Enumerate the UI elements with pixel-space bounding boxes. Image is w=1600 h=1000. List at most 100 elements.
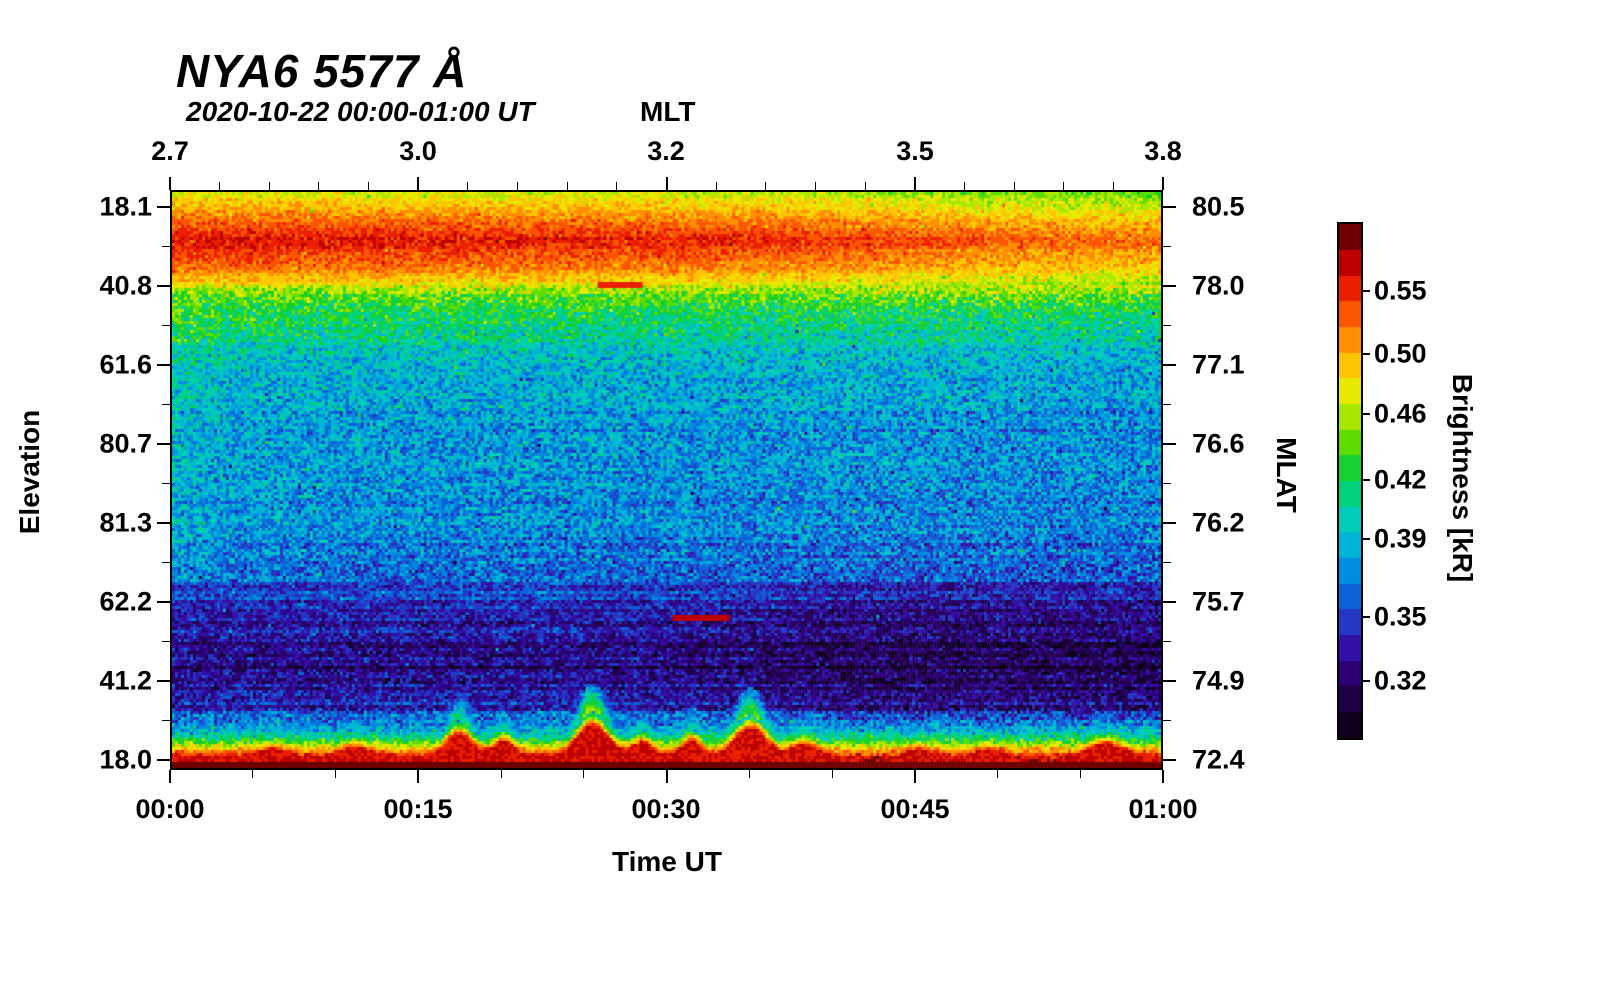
tick-mark — [864, 182, 866, 190]
tick-mark — [318, 182, 320, 190]
tick-mark — [417, 177, 420, 190]
tick-mark — [1112, 182, 1114, 190]
colorbar-canvas — [1339, 224, 1361, 738]
tick-mark — [566, 182, 568, 190]
tick-mark — [268, 182, 270, 190]
tick-mark — [162, 404, 170, 405]
tick-mark — [219, 182, 221, 190]
tick-mark — [252, 770, 254, 778]
tick-mark — [517, 182, 519, 190]
tick-mark — [1163, 720, 1171, 721]
tick-mark — [1163, 680, 1176, 682]
bottom-axis-label: Time UT — [612, 846, 722, 877]
colorbar-tick-label: 0.55 — [1374, 275, 1427, 306]
tick-mark — [1163, 759, 1176, 761]
top-tick-label: 3.5 — [896, 136, 934, 166]
tick-mark — [748, 770, 750, 778]
bottom-tick-label: 01:00 — [1128, 794, 1198, 824]
tick-mark — [169, 177, 171, 190]
left-tick-label: 80.7 — [99, 428, 152, 459]
left-tick-label: 40.8 — [99, 270, 152, 301]
tick-mark — [1363, 479, 1370, 481]
colorbar-tick-label: 0.32 — [1374, 665, 1427, 696]
tick-mark — [162, 246, 170, 247]
tick-mark — [997, 770, 998, 778]
plot-title: NYA6 5577 Å — [176, 45, 468, 97]
tick-mark — [1363, 680, 1370, 682]
tick-mark — [162, 325, 170, 326]
tick-mark — [162, 483, 170, 484]
plot-area — [170, 190, 1163, 770]
tick-mark — [1163, 364, 1176, 366]
tick-mark — [665, 177, 668, 190]
tick-mark — [1163, 483, 1171, 484]
tick-mark — [157, 759, 170, 761]
top-tick-label: 3.2 — [647, 136, 685, 166]
colorbar-tick-label: 0.46 — [1374, 398, 1427, 429]
colorbar-tick-label: 0.50 — [1374, 338, 1427, 369]
heatmap-canvas — [172, 192, 1161, 768]
tick-mark — [368, 182, 370, 190]
plot-subtitle: 2020-10-22 00:00-01:00 UT — [186, 96, 535, 127]
tick-mark — [157, 285, 170, 287]
colorbar-tick-label: 0.39 — [1374, 523, 1427, 554]
tick-mark — [814, 182, 816, 190]
tick-mark — [157, 443, 170, 445]
tick-mark — [1163, 601, 1176, 603]
tick-mark — [1163, 443, 1176, 445]
tick-mark — [500, 770, 502, 778]
tick-mark — [1013, 182, 1015, 190]
bottom-tick-label: 00:15 — [383, 794, 453, 824]
tick-mark — [616, 182, 618, 190]
tick-mark — [1363, 290, 1370, 292]
tick-mark — [157, 522, 170, 524]
tick-mark — [1363, 616, 1370, 618]
tick-mark — [162, 562, 170, 563]
tick-mark — [1163, 325, 1171, 326]
tick-mark — [169, 770, 171, 783]
tick-mark — [467, 182, 469, 190]
right-tick-label: 76.6 — [1192, 428, 1245, 459]
right-tick-label: 75.7 — [1192, 586, 1245, 617]
tick-mark — [1163, 404, 1171, 405]
tick-mark — [715, 182, 717, 190]
tick-mark — [1163, 206, 1176, 208]
tick-mark — [1079, 770, 1081, 778]
tick-mark — [157, 680, 170, 682]
right-tick-label: 76.2 — [1192, 507, 1245, 538]
tick-mark — [1162, 177, 1164, 190]
tick-mark — [1063, 182, 1065, 190]
left-tick-label: 18.1 — [99, 191, 152, 222]
left-tick-label: 41.2 — [99, 665, 152, 696]
colorbar — [1337, 222, 1363, 740]
tick-mark — [162, 720, 170, 721]
left-tick-label: 61.6 — [99, 349, 152, 380]
colorbar-tick-label: 0.35 — [1374, 601, 1427, 632]
tick-mark — [417, 770, 420, 783]
tick-mark — [1163, 285, 1176, 287]
tick-mark — [335, 770, 336, 778]
tick-mark — [1163, 522, 1176, 524]
colorbar-tick-label: 0.42 — [1374, 464, 1427, 495]
tick-mark — [157, 206, 170, 208]
left-tick-label: 18.0 — [99, 744, 152, 775]
tick-mark — [831, 770, 833, 778]
tick-mark — [765, 182, 767, 190]
tick-mark — [1162, 770, 1164, 783]
tick-mark — [583, 770, 585, 778]
tick-mark — [1163, 641, 1171, 642]
tick-mark — [157, 601, 170, 603]
top-tick-label: 3.0 — [399, 136, 437, 166]
top-tick-label: 3.8 — [1144, 136, 1182, 166]
tick-mark — [913, 770, 916, 783]
tick-mark — [963, 182, 965, 190]
top-tick-label: 2.7 — [151, 136, 189, 166]
tick-mark — [1363, 538, 1370, 540]
tick-mark — [1163, 562, 1171, 563]
tick-mark — [665, 770, 668, 783]
left-tick-label: 62.2 — [99, 586, 152, 617]
bottom-tick-label: 00:45 — [880, 794, 950, 824]
right-tick-label: 77.1 — [1192, 349, 1245, 380]
tick-mark — [1363, 353, 1370, 355]
